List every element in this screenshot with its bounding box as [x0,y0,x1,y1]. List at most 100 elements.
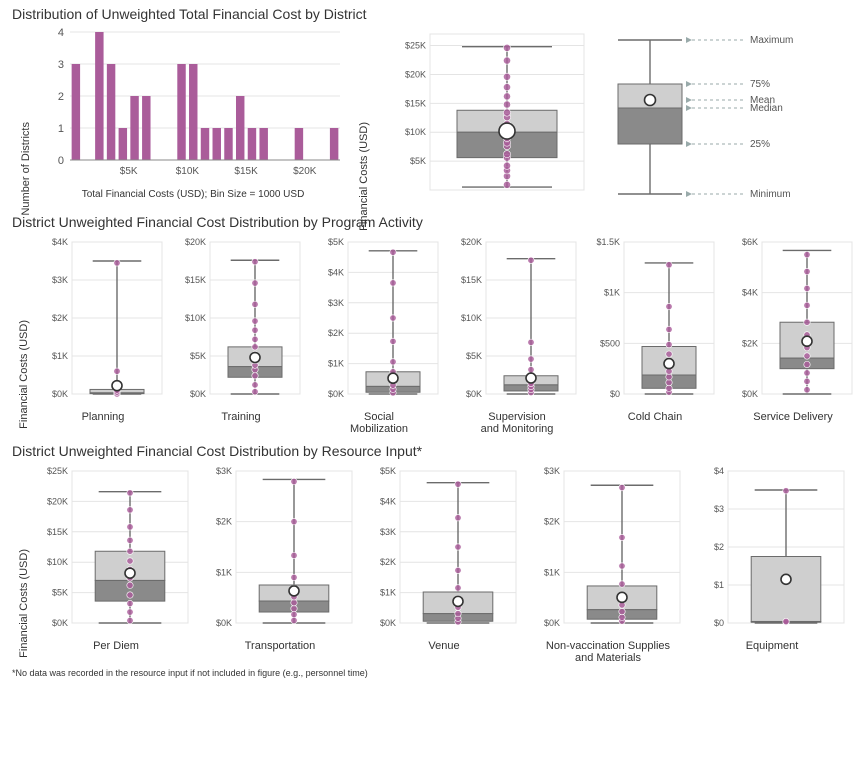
svg-text:$4K: $4K [380,496,396,506]
svg-text:$5K: $5K [328,237,344,247]
boxplot-service-delivery: $0K $2K $4K $6K Service Delivery [728,234,858,435]
histogram-ylabel: Number of Districts [20,122,32,216]
svg-text:$20K: $20K [405,69,426,79]
svg-text:$0K: $0K [544,618,560,628]
panel-label: Equipment [694,640,850,652]
svg-text:$1K: $1K [328,359,344,369]
svg-text:$0: $0 [714,618,724,628]
svg-text:Minimum: Minimum [750,189,791,198]
panel-label: Cold Chain [590,411,720,423]
svg-text:$15K: $15K [234,166,258,177]
svg-text:$2K: $2K [544,517,560,527]
panel-label: Planning [38,411,168,423]
svg-text:Maximum: Maximum [750,35,793,46]
svg-text:$0K: $0K [380,618,396,628]
histogram-panel: Number of Districts 01234$5K$10K$15K$20K… [12,26,342,206]
svg-text:$0K: $0K [742,389,758,399]
svg-text:$3K: $3K [380,527,396,537]
boxplot-transportation: $0K $1K $2K $3K Transportation [202,463,358,664]
svg-text:$3K: $3K [52,275,68,285]
svg-text:$20K: $20K [47,496,68,506]
svg-text:$1K: $1K [544,567,560,577]
svg-text:$1: $1 [714,580,724,590]
svg-text:$3K: $3K [544,466,560,476]
svg-text:1: 1 [58,123,64,135]
svg-text:$15K: $15K [405,98,426,108]
svg-text:25%: 25% [750,139,770,150]
svg-text:$20K: $20K [293,166,317,177]
panel-label: Venue [366,640,522,652]
svg-text:$3K: $3K [328,298,344,308]
svg-text:$1.5K: $1.5K [596,237,620,247]
section2-ylabel: Financial Costs (USD) [18,320,30,429]
boxplot-supervision-and-monitoring: $0K$5K$10K$15K$20KSupervisionand Monitor… [452,234,582,435]
svg-text:$15K: $15K [47,527,68,537]
svg-text:$5K: $5K [190,351,206,361]
svg-text:$25K: $25K [405,41,426,51]
svg-text:$500: $500 [600,338,620,348]
svg-text:$0K: $0K [466,389,482,399]
svg-text:$1K: $1K [380,588,396,598]
section2-title: District Unweighted Financial Cost Distr… [12,214,851,230]
panel-label: Non-vaccination Suppliesand Materials [530,640,686,664]
svg-text:$4: $4 [714,466,724,476]
svg-text:$2K: $2K [380,557,396,567]
svg-text:$5K: $5K [410,156,426,166]
svg-text:$10K: $10K [176,166,200,177]
svg-text:$0: $0 [610,389,620,399]
svg-text:$25K: $25K [47,466,68,476]
histogram-xlabel: Total Financial Costs (USD); Bin Size = … [44,189,342,200]
svg-text:$0K: $0K [328,389,344,399]
section3-title: District Unweighted Financial Cost Distr… [12,443,851,459]
svg-text:$0K: $0K [216,618,232,628]
svg-text:$2K: $2K [52,313,68,323]
svg-text:$10K: $10K [47,557,68,567]
svg-text:$3: $3 [714,504,724,514]
svg-text:75%: 75% [750,79,770,90]
svg-text:$4K: $4K [328,267,344,277]
svg-text:$1K: $1K [52,351,68,361]
panel-label: SocialMobilization [314,411,444,435]
svg-text:$1K: $1K [604,288,620,298]
svg-text:$4K: $4K [742,288,758,298]
svg-text:$4K: $4K [52,237,68,247]
boxplot-training: $0K $5K $10K $15K $20K Training [176,234,306,435]
svg-text:$2K: $2K [328,328,344,338]
svg-text:$15K: $15K [185,275,206,285]
svg-text:$5K: $5K [380,466,396,476]
boxplot-venue: $0K $1K $2K $3K $4K $5K Venue [366,463,522,664]
svg-text:$10K: $10K [185,313,206,323]
boxplot-planning: $0K $1K $2K $3K $4K Planning [38,234,168,435]
svg-text:$1K: $1K [216,567,232,577]
svg-text:$2K: $2K [216,517,232,527]
panel-label: Per Diem [38,640,194,652]
svg-text:$2: $2 [714,542,724,552]
section2-row: Financial Costs (USD) $0K $1K $2K $3K $4K Pla… [12,234,851,435]
svg-text:$20K: $20K [185,237,206,247]
svg-text:2: 2 [58,91,64,103]
svg-text:$5K: $5K [466,351,482,361]
boxplot-per-diem: $0K $5K $10K $15K $20K $25K Per Diem [38,463,194,664]
svg-text:Median: Median [750,103,783,114]
svg-text:$0K: $0K [190,389,206,399]
big-boxplot-panel: Financial Costs (USD) $5K$10K$15K$20K$25… [350,26,590,206]
footnote: *No data was recorded in the resource in… [0,666,863,686]
svg-text:$5K: $5K [52,588,68,598]
svg-text:$2K: $2K [742,338,758,348]
panel-label: Service Delivery [728,411,858,423]
section3-ylabel: Financial Costs (USD) [18,549,30,658]
svg-text:$5K: $5K [120,166,138,177]
panel-label: Transportation [202,640,358,652]
boxplot-legend-panel: Maximum75%MeanMedian25%Minimum [598,26,818,206]
svg-text:$6K: $6K [742,237,758,247]
boxplot-cold-chain: $0 $500 $1K $1.5K Cold Chain [590,234,720,435]
svg-text:$3K: $3K [216,466,232,476]
svg-text:$0K: $0K [52,618,68,628]
boxplot-social-mobilization: $0K $1K $2K $3K $4K $5K SocialMobilization [314,234,444,435]
boxplot-equipment: $0 $1 $2 $3 $4 Equipment [694,463,850,664]
section3-row: Financial Costs (USD) $0K $5K $10K $15K $20K… [12,463,851,664]
svg-text:$0K: $0K [52,389,68,399]
svg-text:$10K: $10K [405,127,426,137]
svg-text:$20K: $20K [461,237,482,247]
panel-label: Training [176,411,306,423]
